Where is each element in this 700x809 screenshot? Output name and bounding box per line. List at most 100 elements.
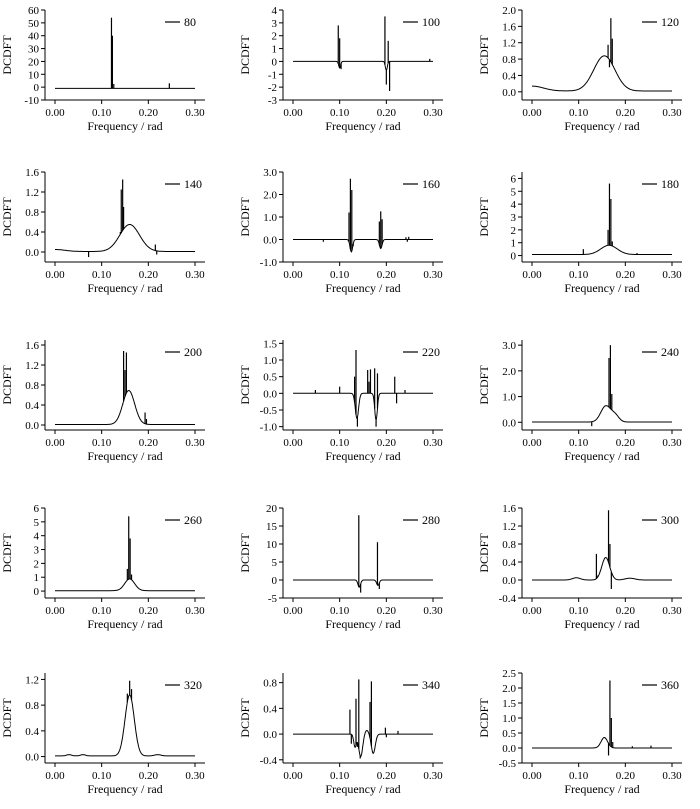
x-tick-label: 0.10	[330, 437, 350, 449]
y-tick-label: 1.2	[25, 674, 39, 686]
legend-label: 200	[184, 345, 202, 359]
chart-panel-140: 0.0 0.4 0.8 1.2 1.6 0.00 0.10 0.20 0.30 Frequency…	[0, 167, 205, 295]
y-tick-label: 1.2	[502, 521, 516, 533]
y-tick-label: -1	[268, 69, 277, 81]
legend-label: 320	[184, 678, 202, 692]
legend-label: 300	[661, 513, 679, 527]
chart-panel-220: -1.0 -0.5 0.0 0.5 1.0 1.5 0.00 0.10 0.20 0.30 Freq…	[238, 338, 443, 463]
x-tick-label: 0.30	[423, 770, 443, 782]
y-tick-label: 0.4	[25, 726, 39, 738]
x-tick-label: 0.30	[423, 107, 443, 119]
x-tick-label: 0.20	[616, 107, 636, 119]
x-axis-title: Frequency / rad	[325, 617, 400, 631]
x-tick-label: 0.00	[45, 437, 65, 449]
y-tick-label: 0.0	[25, 420, 39, 432]
x-tick-label: 0.00	[522, 107, 542, 119]
chart-panel-240: 0.0 1.0 2.0 3.0 0.00 0.10 0.20 0.30 Frequency / …	[477, 340, 682, 463]
y-tick-label: 1.0	[263, 212, 277, 224]
y-axis-title: DCDFT	[0, 533, 14, 573]
y-tick-label: 2.5	[502, 668, 516, 680]
y-tick-label: 2.0	[263, 190, 277, 202]
x-tick-label: 0.00	[283, 605, 303, 617]
chart-panel-200: 0.0 0.4 0.8 1.2 1.6 0.00 0.10 0.20 0.30 Frequency…	[0, 340, 205, 463]
chart-panel-160: -1.0 0.0 1.0 2.0 3.0 0.00 0.10 0.20 0.30 Frequenc…	[238, 167, 443, 295]
y-axis-title: DCDFT	[238, 197, 252, 237]
y-tick-label: -0.4	[260, 755, 278, 767]
series-line	[55, 578, 195, 592]
y-tick-label: 20	[28, 56, 40, 68]
y-tick-label: 1.6	[25, 340, 39, 352]
y-tick-label: 0	[34, 82, 40, 94]
x-tick-label: 0.10	[92, 269, 112, 281]
y-tick-label: 5	[511, 186, 517, 198]
y-tick-label: 0.4	[502, 70, 516, 82]
series-line	[532, 244, 672, 255]
y-tick-label: 0.0	[502, 575, 516, 587]
y-tick-label: 0.4	[25, 227, 39, 239]
legend-label: 120	[661, 15, 679, 29]
y-tick-label: 0.0	[263, 388, 277, 400]
series-line	[532, 55, 672, 92]
y-tick-label: 0.0	[502, 417, 516, 429]
y-tick-label: 4	[272, 5, 278, 17]
y-tick-label: 6	[34, 503, 40, 515]
y-tick-label: 1	[511, 238, 517, 250]
x-tick-label: 0.20	[616, 437, 636, 449]
chart-panel-280: -5 0 5 10 15 20 0.00 0.10 0.20 0.30 Frequency / ra…	[238, 503, 443, 631]
y-tick-label: 1.0	[263, 355, 277, 367]
x-tick-label: 0.10	[330, 269, 350, 281]
x-tick-label: 0.00	[45, 770, 65, 782]
y-tick-label: -2	[268, 82, 277, 94]
y-axis-title: DCDFT	[238, 35, 252, 75]
x-tick-label: 0.20	[377, 437, 397, 449]
series-line	[532, 405, 672, 423]
y-tick-label: 1.6	[502, 21, 516, 33]
y-tick-label: 2.0	[502, 683, 516, 695]
legend-label: 140	[184, 177, 202, 191]
y-tick-label: 0	[272, 56, 278, 68]
legend-label: 160	[422, 177, 440, 191]
y-axis-title: DCDFT	[0, 698, 14, 738]
chart-panel-320: 0.0 0.4 0.8 1.2 0.00 0.10 0.20 0.30 Frequency / …	[0, 673, 205, 796]
x-tick-label: 0.20	[377, 605, 397, 617]
x-tick-label: 0.00	[522, 437, 542, 449]
x-tick-label: 0.20	[139, 107, 159, 119]
y-tick-label: 0.0	[263, 729, 277, 741]
x-tick-label: 0.10	[569, 605, 589, 617]
x-axis-title: Frequency / rad	[564, 449, 639, 463]
chart-panel-300: -0.4 0.0 0.4 0.8 1.2 1.6 0.00 0.10 0.20 0.30 Frequ…	[477, 503, 682, 631]
x-tick-label: 0.30	[185, 770, 205, 782]
y-tick-label: 4	[511, 199, 517, 211]
series-line	[293, 729, 433, 758]
y-tick-label: 50	[28, 18, 40, 30]
x-axis-title: Frequency / rad	[87, 449, 162, 463]
x-tick-label: 0.00	[522, 605, 542, 617]
series-line	[55, 224, 195, 252]
y-tick-label: 0.0	[25, 752, 39, 764]
y-tick-label: 6	[511, 173, 517, 185]
y-tick-label: 0.0	[25, 247, 39, 259]
series-line	[55, 389, 195, 425]
y-tick-label: 30	[28, 44, 40, 56]
y-tick-label: 5	[34, 517, 40, 529]
y-tick-label: 2.0	[502, 5, 516, 17]
x-axis-title: Frequency / rad	[87, 782, 162, 796]
y-tick-label: 1.0	[502, 392, 516, 404]
series-line	[293, 579, 433, 588]
y-tick-label: 1.2	[25, 187, 39, 199]
x-tick-label: 0.30	[423, 437, 443, 449]
x-tick-label: 0.10	[569, 770, 589, 782]
y-tick-label: 60	[28, 5, 40, 17]
x-axis-title: Frequency / rad	[564, 617, 639, 631]
y-tick-label: -1.0	[260, 257, 278, 269]
x-tick-label: 0.10	[569, 107, 589, 119]
y-axis-title: DCDFT	[477, 533, 491, 573]
x-tick-label: 0.00	[45, 107, 65, 119]
y-axis-title: DCDFT	[0, 197, 14, 237]
series-line	[293, 239, 433, 253]
y-tick-label: -10	[24, 95, 39, 107]
